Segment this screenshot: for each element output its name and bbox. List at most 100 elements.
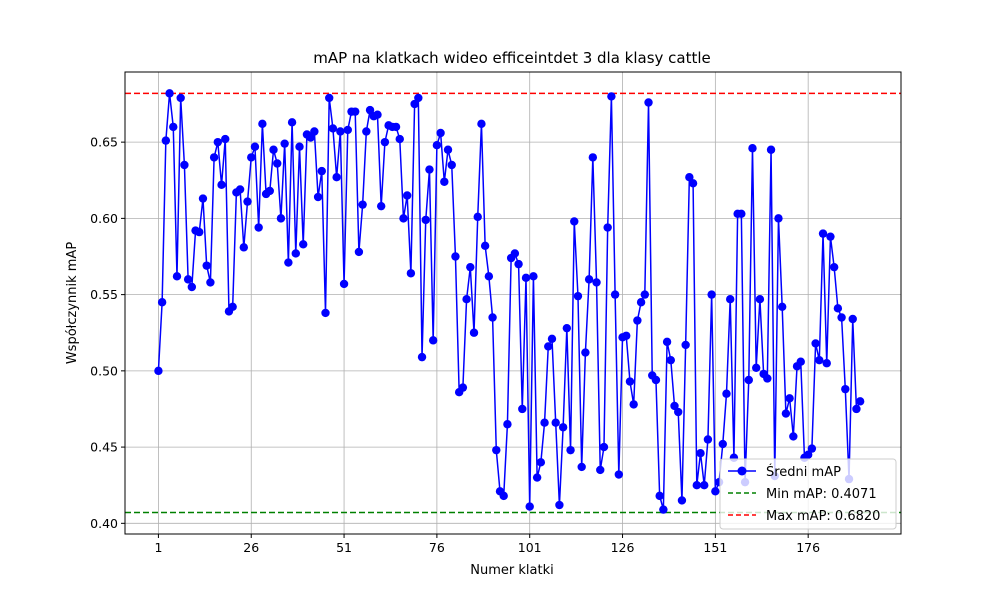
data-point — [566, 445, 575, 455]
data-point — [551, 418, 560, 427]
y-tick-label: 0.65 — [90, 135, 118, 150]
y-tick-label: 0.50 — [90, 363, 118, 378]
data-point — [187, 282, 197, 292]
data-point — [640, 290, 650, 299]
data-point — [206, 278, 215, 287]
data-point — [480, 241, 490, 251]
data-point — [239, 243, 249, 252]
data-point — [414, 93, 423, 103]
data-point — [284, 258, 293, 267]
legend-label-max: Max mAP: 0.6820 — [766, 509, 880, 524]
data-point — [781, 409, 791, 418]
data-point — [707, 290, 716, 299]
data-point — [521, 273, 531, 283]
data-point — [406, 269, 416, 278]
data-point — [722, 389, 731, 398]
x-tick-label: 151 — [703, 540, 727, 555]
data-point — [692, 481, 701, 490]
data-point — [250, 142, 260, 151]
data-point — [588, 153, 598, 162]
data-point — [807, 444, 817, 453]
data-point — [681, 340, 690, 350]
data-point — [451, 252, 460, 261]
data-point — [536, 458, 546, 467]
y-tick-label: 0.55 — [90, 287, 118, 302]
data-point — [402, 191, 412, 200]
data-point — [287, 118, 297, 127]
data-point — [198, 194, 208, 203]
data-point — [570, 217, 579, 226]
data-point — [518, 404, 527, 414]
data-point — [777, 302, 787, 312]
data-point — [183, 275, 193, 284]
data-point — [700, 481, 709, 490]
data-point — [826, 232, 835, 241]
data-point — [161, 136, 171, 145]
data-point — [373, 110, 382, 119]
x-tick-label: 76 — [429, 540, 445, 555]
data-point — [803, 450, 813, 459]
data-point — [629, 400, 638, 409]
data-point — [395, 134, 404, 144]
legend-label-min: Min mAP: 0.4071 — [766, 487, 877, 502]
data-point — [633, 316, 642, 325]
data-point — [607, 92, 616, 101]
data-point — [299, 240, 308, 249]
data-point — [703, 435, 713, 444]
data-point — [336, 127, 345, 136]
data-point — [458, 383, 468, 392]
data-point — [273, 159, 282, 168]
data-point — [365, 105, 375, 115]
x-axis-title: Numer klatki — [470, 563, 553, 578]
data-point — [440, 177, 449, 186]
data-point — [636, 298, 646, 307]
data-point — [855, 397, 865, 406]
data-point — [466, 262, 475, 272]
data-point — [436, 128, 445, 138]
data-point — [674, 407, 683, 417]
data-point — [276, 214, 286, 223]
data-point — [172, 272, 182, 281]
data-point — [492, 445, 501, 455]
data-point — [321, 308, 330, 318]
data-point — [477, 119, 486, 129]
data-point — [763, 374, 772, 383]
data-point — [265, 186, 274, 196]
data-point — [269, 145, 278, 154]
data-point — [655, 491, 664, 501]
data-point — [688, 179, 698, 188]
data-point — [774, 214, 783, 223]
data-point — [532, 473, 542, 482]
data-point — [711, 487, 720, 496]
data-point — [584, 275, 594, 284]
data-point — [514, 259, 523, 269]
data-point — [815, 355, 824, 365]
data-point — [157, 298, 167, 307]
data-point — [685, 173, 694, 182]
y-axis-title: Współczynnik mAP — [65, 242, 80, 364]
data-point — [662, 337, 672, 347]
data-point — [235, 185, 245, 194]
data-point — [610, 290, 620, 299]
data-point — [328, 124, 338, 133]
data-point — [195, 227, 204, 237]
x-tick-label: 101 — [518, 540, 542, 555]
data-point — [306, 133, 315, 142]
data-point — [213, 137, 223, 147]
data-point — [562, 323, 572, 333]
data-point — [748, 144, 757, 153]
data-point — [343, 125, 352, 135]
data-point — [291, 249, 300, 258]
data-point — [651, 375, 661, 385]
reference-lines — [125, 92, 901, 514]
data-point — [544, 342, 553, 351]
series-line — [157, 93, 861, 510]
data-point — [258, 119, 267, 129]
data-point — [555, 500, 564, 510]
data-point — [529, 272, 538, 281]
data-point — [596, 465, 605, 475]
data-point — [785, 394, 794, 403]
data-point — [696, 448, 705, 458]
data-point — [599, 442, 609, 452]
